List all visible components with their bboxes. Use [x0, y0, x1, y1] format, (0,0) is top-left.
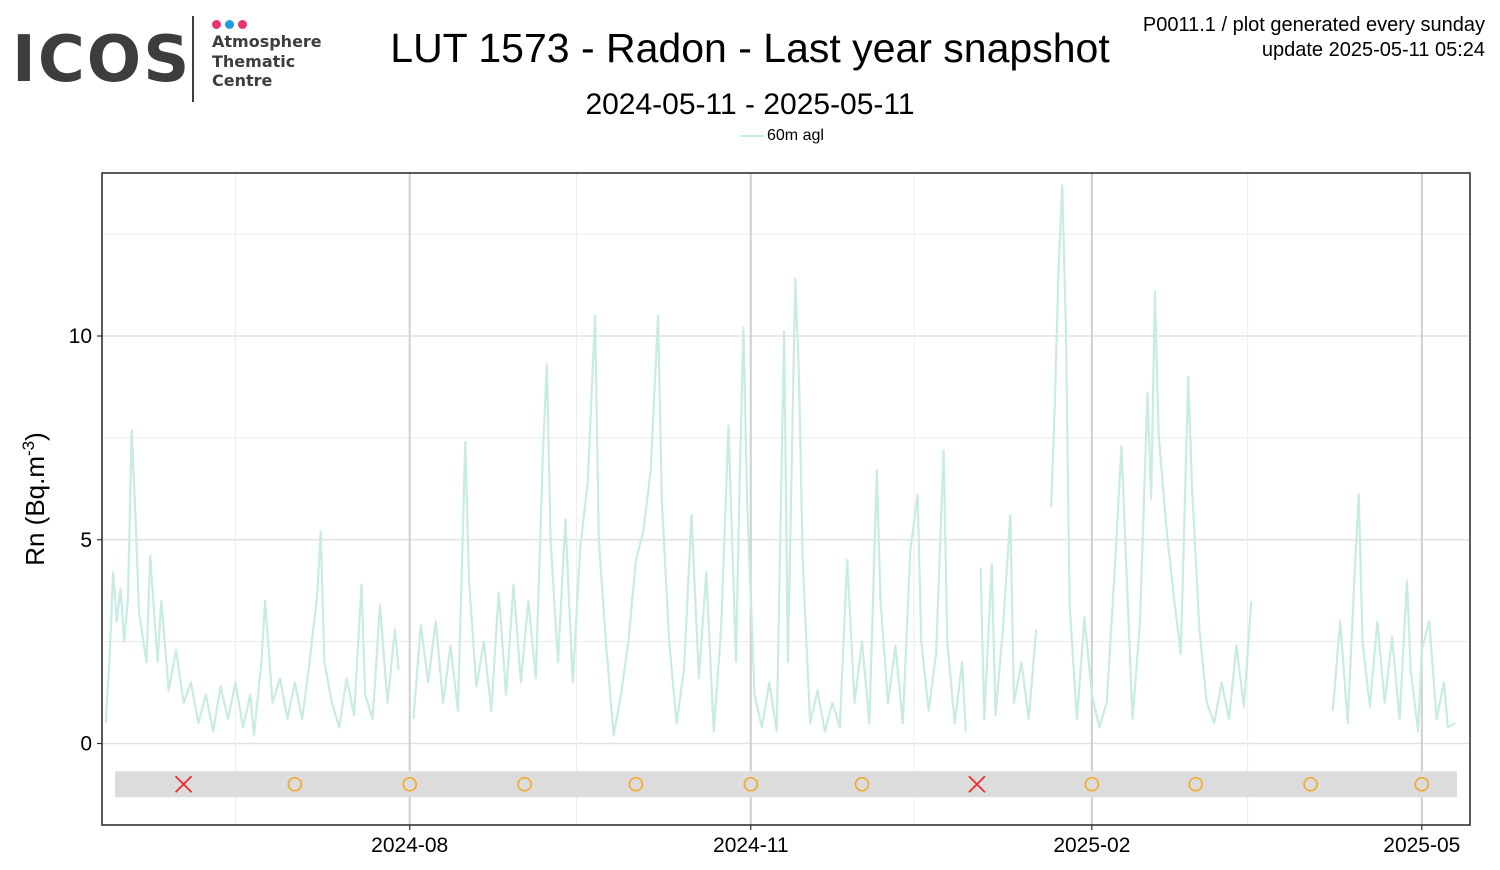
legend: 60m agl [740, 127, 824, 145]
series-line-segment [1331, 493, 1456, 733]
series-line-segment [412, 277, 967, 737]
y-axis-label-sup: -3 [19, 441, 38, 456]
legend-swatch [740, 134, 764, 137]
update-info: P0011.1 / plot generated every sunday up… [1143, 13, 1485, 63]
status-marker-x [968, 775, 986, 793]
y-tick-label: 0 [80, 733, 92, 756]
plot-frame [101, 172, 1471, 826]
logo-wordmark: ICOS [12, 23, 192, 97]
series-line-segment [1050, 184, 1253, 729]
x-tick-label: 2024-11 [713, 834, 789, 857]
status-marker-circle [854, 776, 870, 792]
update-timestamp: update 2025-05-11 05:24 [1261, 39, 1485, 61]
status-marker-circle [1414, 776, 1430, 792]
y-tick-label: 10 [69, 325, 92, 348]
series-line-segment [979, 514, 1038, 721]
status-marker-x-stroke [968, 775, 986, 793]
status-marker-circle [1303, 776, 1318, 792]
logo-line: Atmosphere [212, 32, 322, 51]
logo-line: Centre [212, 71, 273, 90]
chart-title-text: LUT 1573 - Radon - Last year snapshot [390, 25, 1110, 71]
logo-line: Thematic [212, 51, 296, 71]
x-tick-label: 2025-05 [1383, 834, 1460, 857]
x-tick-label: 2024-08 [371, 834, 448, 857]
logo-dots-icon [212, 16, 251, 29]
logo-text: Atmosphere Thematic Centre [212, 32, 322, 91]
x-tick-label: 2025-02 [1053, 834, 1130, 857]
status-marker-circle [287, 776, 303, 792]
status-band [115, 771, 1457, 798]
legend-label: 60m agl [767, 127, 824, 144]
chart-title: LUT 1573 - Radon - Last year snapshot [0, 25, 1500, 72]
status-marker-circle [1188, 776, 1203, 792]
status-marker-circle [628, 776, 644, 792]
logo-dot [225, 20, 234, 29]
y-axis-label-base: Rn (Bq.m [20, 456, 50, 566]
grid-lines [102, 173, 1470, 825]
chart-subtitle: 2024-05-11 - 2025-05-11 [585, 88, 915, 121]
series-lines [104, 184, 1456, 737]
status-marker-circle [402, 776, 418, 792]
series-line-segment [104, 428, 400, 737]
y-axis-label-end: ) [20, 432, 50, 441]
icos-logo: ICOS Atmosphere Thematic Centre [10, 14, 330, 106]
logo-dot [238, 20, 247, 29]
y-axis-label: Rn (Bq.m-3) [19, 432, 50, 566]
logo-divider [192, 16, 194, 102]
axes: 0 5 10 2024-08 2024-11 2025-02 2025-05 [69, 172, 1471, 857]
status-strip [115, 771, 1457, 798]
status-marker-x-stroke [174, 775, 193, 793]
plot-generated-note: P0011.1 / plot generated every sunday [1142, 14, 1485, 36]
logo-dot [212, 20, 221, 29]
status-marker-circle [743, 776, 759, 792]
status-marker-x [174, 775, 193, 793]
status-marker-circle [517, 776, 532, 792]
y-tick-label: 5 [80, 529, 92, 552]
status-marker-circle [1084, 776, 1100, 792]
